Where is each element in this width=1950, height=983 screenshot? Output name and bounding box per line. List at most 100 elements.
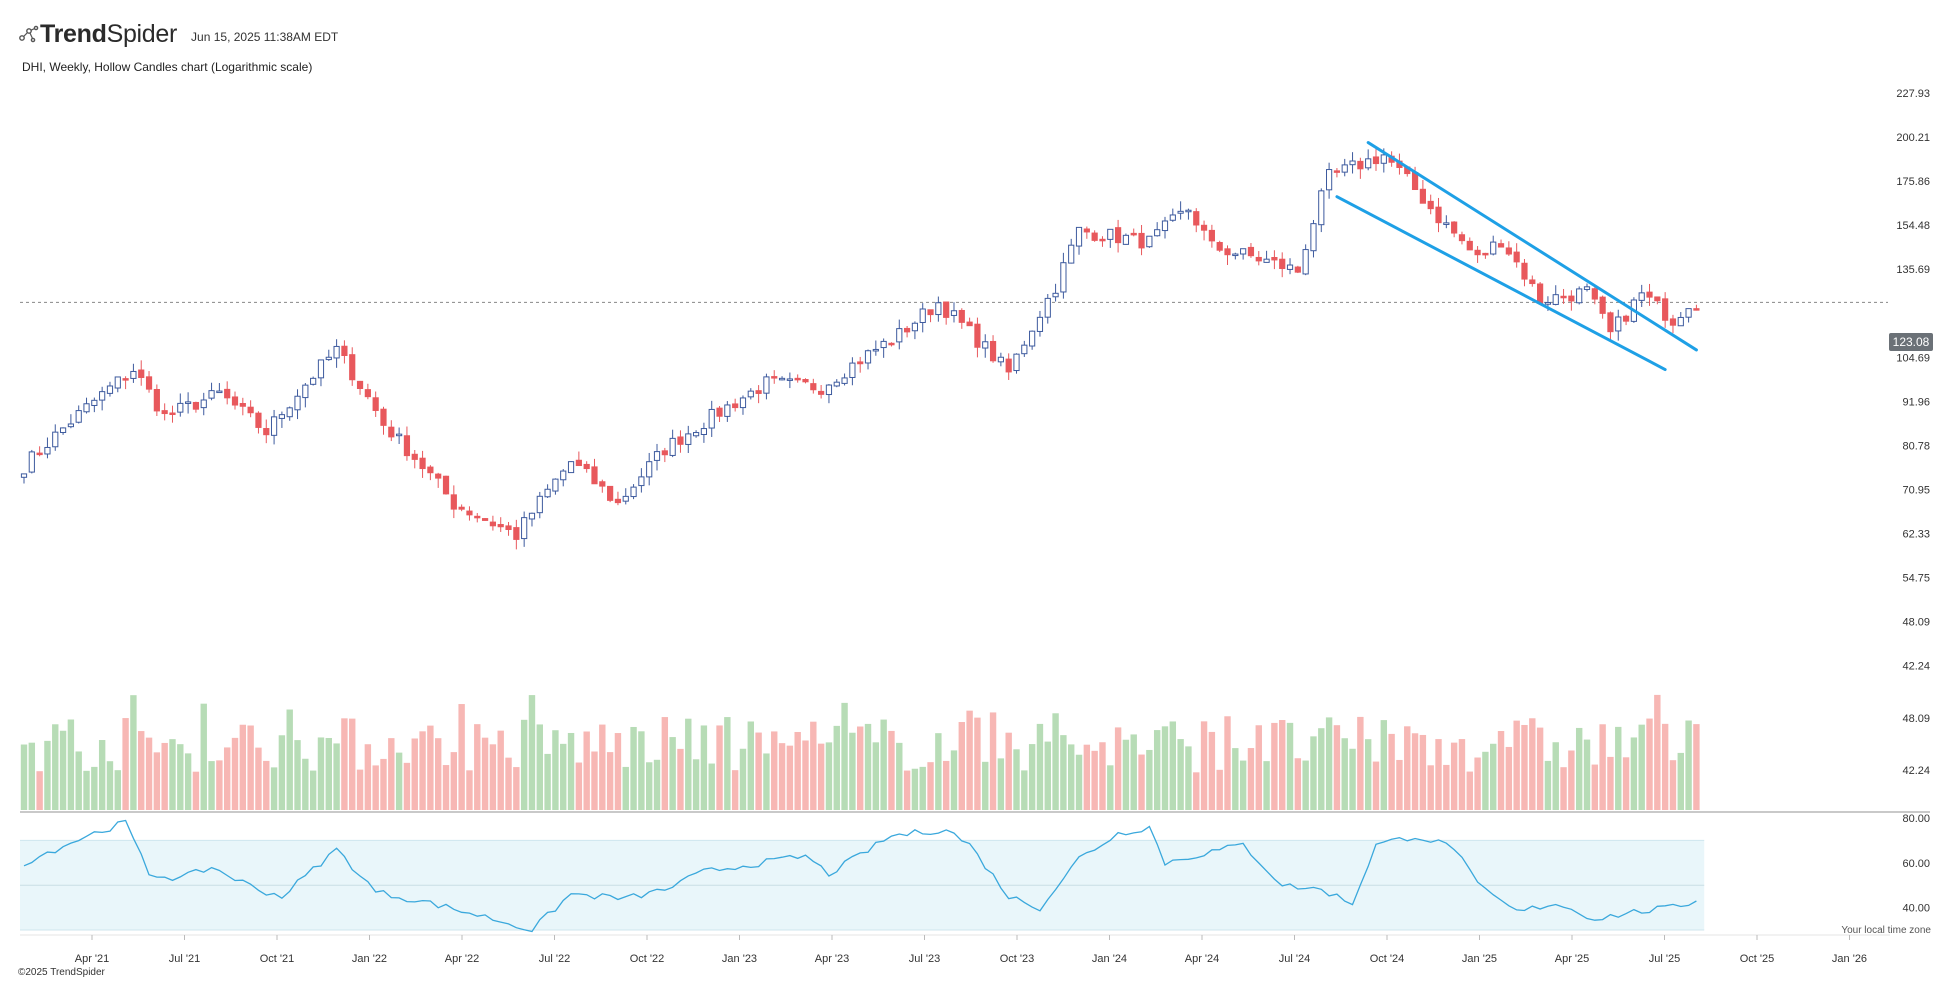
volume-bar — [708, 763, 715, 810]
candle — [1247, 243, 1255, 258]
candle-body — [75, 410, 82, 423]
candle — [1529, 275, 1536, 287]
last-price-badge: 123.08 — [1889, 333, 1933, 351]
volume-bar — [388, 738, 395, 810]
candle — [450, 485, 457, 519]
candle — [278, 411, 285, 428]
candle-body — [474, 515, 481, 519]
candle — [716, 406, 723, 423]
candle-body — [685, 433, 692, 445]
price-tick-label: 48.09 — [1902, 617, 1930, 629]
volume-bar — [1521, 724, 1528, 810]
candle — [419, 450, 426, 478]
candle — [872, 340, 879, 356]
candle-body — [1029, 330, 1036, 347]
volume-bar — [91, 766, 98, 810]
volume-bar — [778, 743, 786, 810]
candle — [1669, 314, 1677, 334]
candle — [349, 347, 356, 386]
candle — [1521, 259, 1528, 287]
candle-body — [270, 416, 278, 436]
volume-bar — [458, 704, 465, 810]
time-tick-label: Oct '21 — [260, 953, 295, 965]
candle-body — [403, 435, 411, 457]
candle — [1021, 340, 1028, 357]
volume-bar — [122, 718, 129, 810]
candle-body — [818, 390, 825, 395]
volume-bar — [1036, 723, 1044, 810]
price-tick-label: 104.69 — [1896, 352, 1930, 364]
candle-body — [778, 377, 786, 381]
candle-body — [1497, 243, 1505, 248]
candle — [575, 451, 582, 467]
candle — [1466, 237, 1473, 251]
candle — [919, 303, 926, 333]
logo[interactable]: TrendSpider Jun 15, 2025 11:38AM EDT — [18, 20, 338, 49]
candle — [513, 519, 520, 550]
volume-bar — [1529, 718, 1536, 810]
volume-bar — [1435, 739, 1442, 810]
time-tick-label: Apr '21 — [75, 953, 110, 965]
candle — [364, 383, 371, 400]
candle-body — [1544, 302, 1552, 305]
volume-bar — [1396, 759, 1403, 810]
candle — [1560, 288, 1567, 304]
candle — [1130, 228, 1137, 237]
candle — [231, 391, 239, 410]
candle-body — [896, 328, 903, 343]
candle — [880, 338, 887, 358]
candle-body — [52, 431, 59, 448]
candle — [692, 430, 700, 438]
candle — [583, 461, 590, 473]
candle-body — [935, 302, 942, 316]
volume-bar — [1255, 725, 1262, 810]
candle — [638, 468, 645, 493]
candle-body — [325, 356, 332, 361]
candle — [1638, 284, 1645, 307]
volume-bar — [419, 731, 426, 810]
volume-bar — [1364, 739, 1372, 810]
candle-body — [974, 323, 981, 348]
volume-bar — [270, 767, 278, 810]
candle-body — [810, 383, 817, 391]
volume-bar — [1458, 739, 1466, 810]
candle — [489, 515, 496, 531]
candle — [20, 473, 28, 484]
candle — [44, 437, 51, 459]
candle-body — [130, 370, 137, 379]
volume-bar — [638, 731, 645, 810]
candle-body — [1443, 222, 1450, 225]
candle-body — [1521, 262, 1528, 280]
volume-bar — [364, 744, 372, 810]
candle — [997, 352, 1004, 367]
candle-body — [599, 481, 606, 487]
candle — [435, 472, 442, 488]
candle — [1490, 235, 1497, 256]
candle-body — [1169, 214, 1176, 221]
volume-bar — [606, 752, 614, 810]
candle-body — [489, 521, 496, 527]
channel-line-lower — [1335, 195, 1667, 372]
candle — [1083, 226, 1090, 239]
volume-bar — [20, 744, 28, 810]
candle — [1036, 310, 1044, 337]
time-tick-label: Jan '23 — [722, 953, 757, 965]
candle-body — [771, 376, 778, 379]
volume-bar — [1513, 720, 1520, 810]
volume-bar — [1318, 728, 1325, 810]
candle-body — [1286, 264, 1294, 270]
candle-body — [44, 446, 51, 455]
volume-bar — [700, 725, 708, 810]
candle — [1005, 353, 1012, 380]
volume-bar — [935, 733, 942, 810]
candle — [1200, 220, 1208, 241]
time-tick-label: Jul '25 — [1649, 953, 1680, 965]
volume-bar — [1294, 758, 1302, 810]
volume-bar — [544, 753, 551, 810]
candle — [1435, 197, 1442, 233]
volume-bar — [1091, 750, 1098, 810]
candle-body — [1013, 353, 1020, 372]
candle — [169, 405, 176, 423]
candle — [1537, 281, 1544, 304]
